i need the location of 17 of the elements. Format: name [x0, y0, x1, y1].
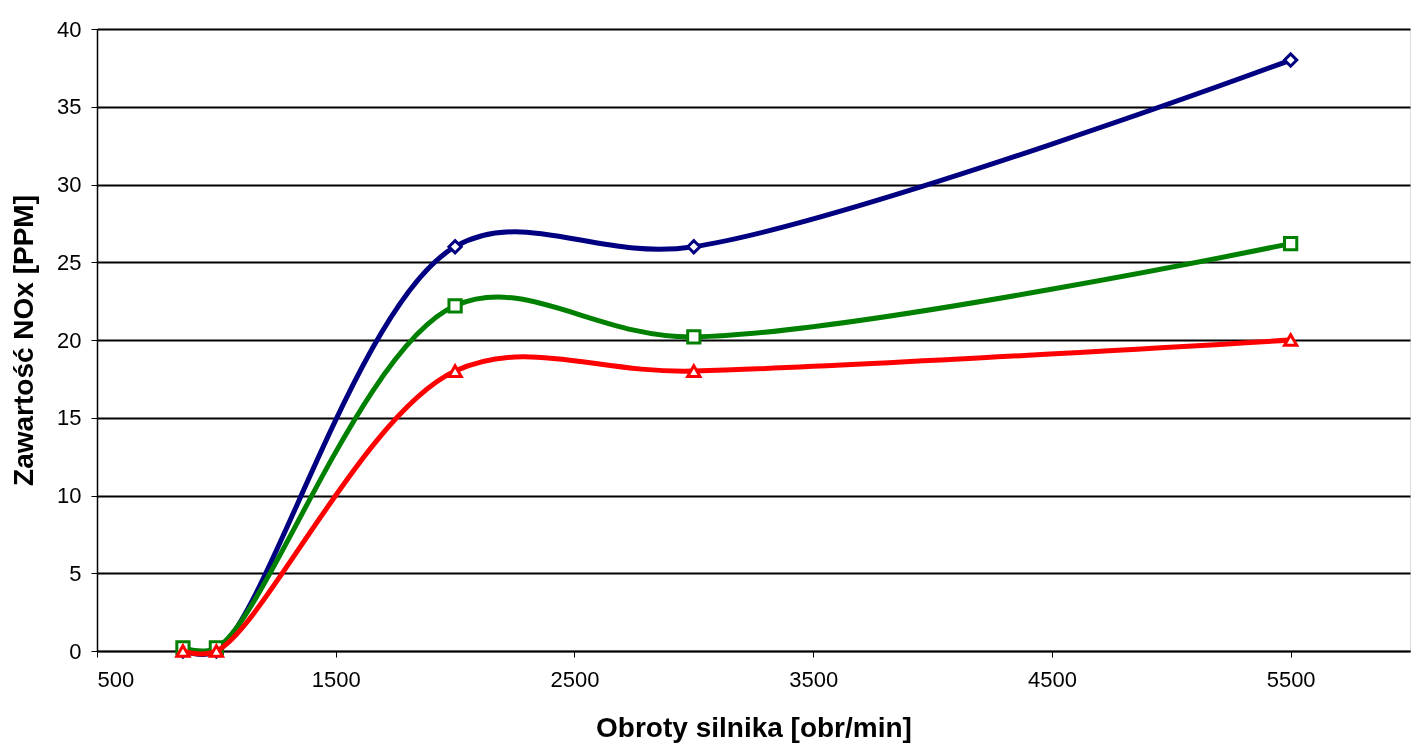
y-tick-label: 35	[57, 94, 82, 120]
x-tick-label: 1500	[311, 666, 361, 692]
x-tick-label: 5500	[1266, 666, 1316, 692]
y-tick-label: 5	[69, 560, 82, 586]
x-tick-label: 2500	[550, 666, 600, 692]
x-axis-title: Obroty silnika [obr/min]	[596, 711, 912, 743]
y-tick-label: 30	[57, 172, 82, 197]
y-tick-label: 10	[57, 483, 82, 508]
x-tick-label: 4500	[1027, 666, 1077, 692]
y-tick-label: 20	[57, 327, 82, 353]
y-tick-label: 0	[69, 638, 82, 664]
y-tick-label: 40	[57, 16, 82, 42]
y-tick-label: 15	[57, 405, 82, 431]
x-tick-label: 3500	[789, 666, 839, 692]
x-tick-label: 500	[97, 666, 135, 692]
y-axis-title: Zawartość NOx [PPM]	[8, 195, 40, 486]
y-tick-label: 25	[57, 249, 82, 275]
